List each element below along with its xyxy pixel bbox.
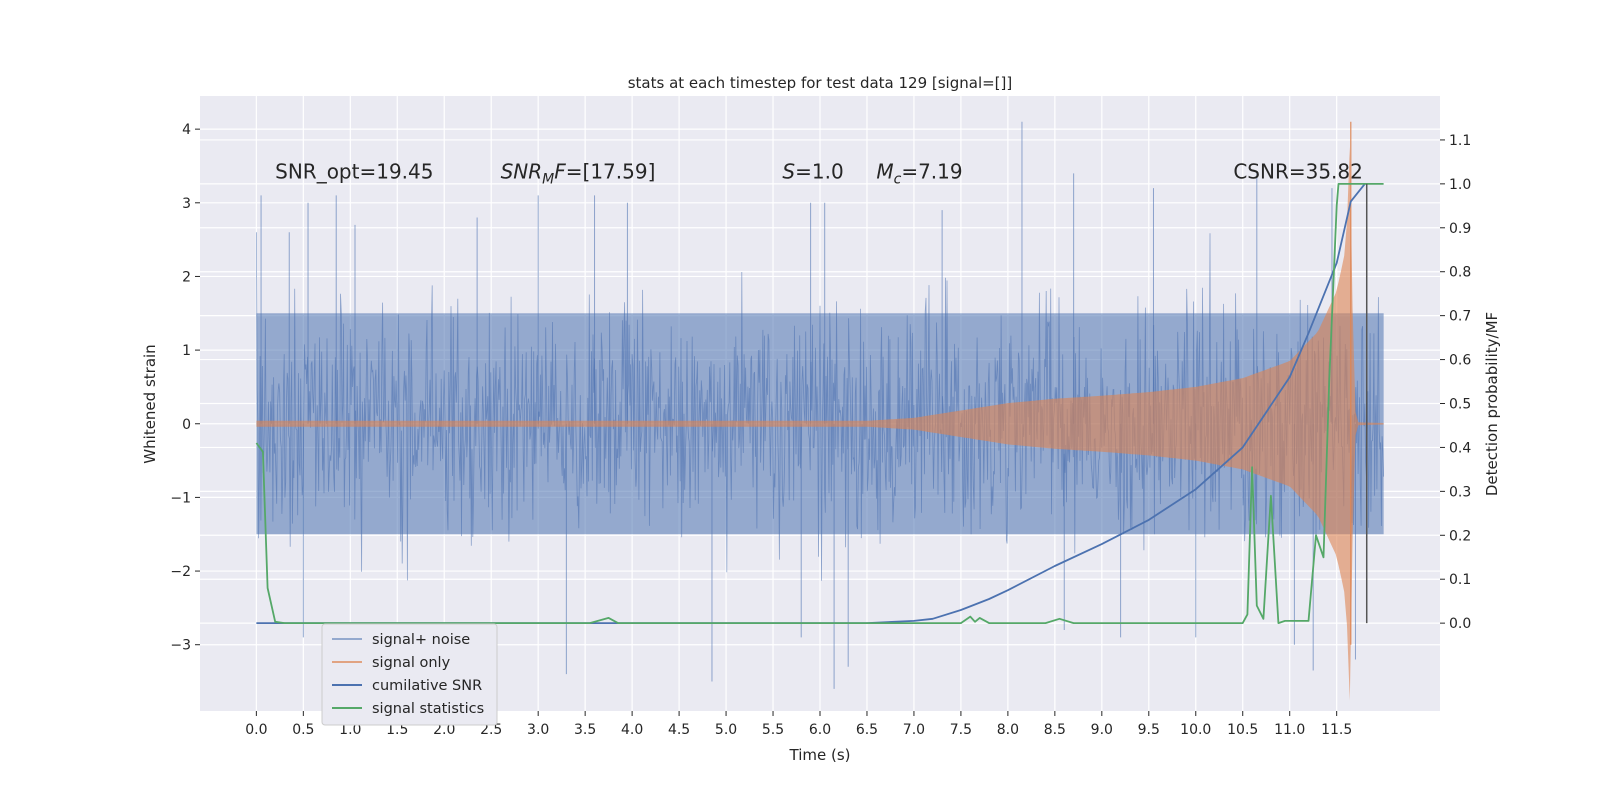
legend: signal+ noise signal only cumilative SNR si… bbox=[321, 623, 498, 726]
y-tick-label: 4 bbox=[182, 122, 191, 138]
y2-tick-label: 0.0 bbox=[1449, 616, 1471, 632]
x-tick-label: 1.5 bbox=[386, 722, 408, 738]
annotations: SNR_opt=19.45 SNRMF=[17.59] S=1.0 Mc=7.19 CS… bbox=[275, 159, 1363, 187]
x-tick-label: 3.5 bbox=[574, 722, 596, 738]
y2-tick-label: 0.3 bbox=[1449, 484, 1471, 500]
y2-tick-label: 0.7 bbox=[1449, 309, 1471, 325]
annotation-text: Mc=7.19 bbox=[876, 159, 962, 187]
y-axis-ticks: −3 −2 −1 0 1 2 3 4 bbox=[170, 122, 200, 654]
x-tick-label: 2.5 bbox=[480, 722, 502, 738]
plot-content bbox=[255, 121, 1384, 701]
y2-tick-label: 0.4 bbox=[1449, 440, 1471, 456]
y-tick-label: 0 bbox=[182, 417, 191, 433]
x-axis-label: Time (s) bbox=[789, 746, 851, 764]
series-signal-only bbox=[256, 121, 1384, 701]
x-axis-ticks: 0.0 0.5 1.0 1.5 2.0 2.5 3.0 3.5 4.0 4.5 5.0 5.5 6.0 6… bbox=[245, 711, 1352, 738]
x-tick-label: 1.0 bbox=[339, 722, 361, 738]
annotation-part: M bbox=[876, 159, 893, 183]
x-tick-label: 10.0 bbox=[1180, 722, 1211, 738]
legend-label: signal+ noise bbox=[372, 632, 470, 648]
legend-label: cumilative SNR bbox=[372, 678, 482, 694]
y-tick-label: 1 bbox=[182, 343, 191, 359]
y2-tick-label: 0.6 bbox=[1449, 353, 1471, 369]
y-tick-label: 3 bbox=[182, 196, 191, 212]
annotation-part: =1.0 bbox=[795, 159, 844, 183]
x-tick-label: 0.0 bbox=[245, 722, 267, 738]
y-axis-label: Whitened strain bbox=[141, 344, 159, 463]
y-tick-label: 2 bbox=[182, 269, 191, 285]
x-tick-label: 8.5 bbox=[1044, 722, 1066, 738]
y2-tick-label: 0.5 bbox=[1449, 397, 1471, 413]
y2-tick-label: 1.0 bbox=[1449, 177, 1471, 193]
x-tick-label: 9.0 bbox=[1091, 722, 1113, 738]
x-tick-label: 4.0 bbox=[621, 722, 643, 738]
y2-axis-label: Detection probability/MF bbox=[1483, 312, 1501, 496]
x-tick-label: 5.0 bbox=[715, 722, 737, 738]
series-line bbox=[256, 183, 1366, 624]
series-line bbox=[255, 183, 1384, 624]
y2-tick-label: 1.1 bbox=[1449, 133, 1471, 149]
x-tick-label: 6.5 bbox=[856, 722, 878, 738]
annotation-part: =[17.59] bbox=[566, 159, 656, 183]
legend-box bbox=[321, 623, 498, 726]
signal-envelope bbox=[256, 146, 1384, 701]
y-tick-label: −1 bbox=[170, 490, 191, 506]
y2-tick-label: 0.1 bbox=[1449, 572, 1471, 588]
x-tick-label: 5.5 bbox=[762, 722, 784, 738]
y2-tick-label: 0.9 bbox=[1449, 221, 1471, 237]
x-tick-label: 6.0 bbox=[809, 722, 831, 738]
annotation-text: SNRMF=[17.59] bbox=[501, 159, 656, 187]
annotation-part: c bbox=[894, 171, 902, 187]
legend-label: signal only bbox=[372, 655, 451, 671]
x-tick-label: 3.0 bbox=[527, 722, 549, 738]
line-series-layer bbox=[255, 183, 1384, 624]
x-tick-label: 11.5 bbox=[1321, 722, 1352, 738]
annotation-part: SNR bbox=[501, 159, 543, 183]
y2-tick-label: 0.2 bbox=[1449, 528, 1471, 544]
y-tick-label: −3 bbox=[170, 638, 191, 654]
x-tick-label: 9.5 bbox=[1138, 722, 1160, 738]
annotation-text: S=1.0 bbox=[782, 159, 843, 183]
annotation-part: S bbox=[782, 159, 795, 183]
annotation-text: CSNR=35.82 bbox=[1233, 159, 1363, 183]
x-tick-label: 0.5 bbox=[292, 722, 314, 738]
x-tick-label: 7.0 bbox=[903, 722, 925, 738]
legend-label: signal statistics bbox=[372, 701, 484, 717]
annotation-part: M bbox=[542, 171, 554, 187]
x-tick-label: 2.0 bbox=[433, 722, 455, 738]
annotation-text: SNR_opt=19.45 bbox=[275, 159, 433, 183]
x-tick-label: 7.5 bbox=[950, 722, 972, 738]
x-tick-label: 4.5 bbox=[668, 722, 690, 738]
x-tick-label: 8.0 bbox=[997, 722, 1019, 738]
annotation-part: =7.19 bbox=[901, 159, 962, 183]
x-tick-label: 11.0 bbox=[1274, 722, 1305, 738]
y2-tick-label: 0.8 bbox=[1449, 265, 1471, 281]
chart-title: stats at each timestep for test data 129… bbox=[628, 74, 1013, 92]
y-tick-label: −2 bbox=[170, 564, 191, 580]
y2-axis-ticks: 0.0 0.1 0.2 0.3 0.4 0.5 0.6 0.7 0.8 0.9 1.0 1.1 bbox=[1440, 133, 1471, 632]
annotation-part: F bbox=[554, 159, 566, 183]
x-tick-label: 10.5 bbox=[1227, 722, 1258, 738]
